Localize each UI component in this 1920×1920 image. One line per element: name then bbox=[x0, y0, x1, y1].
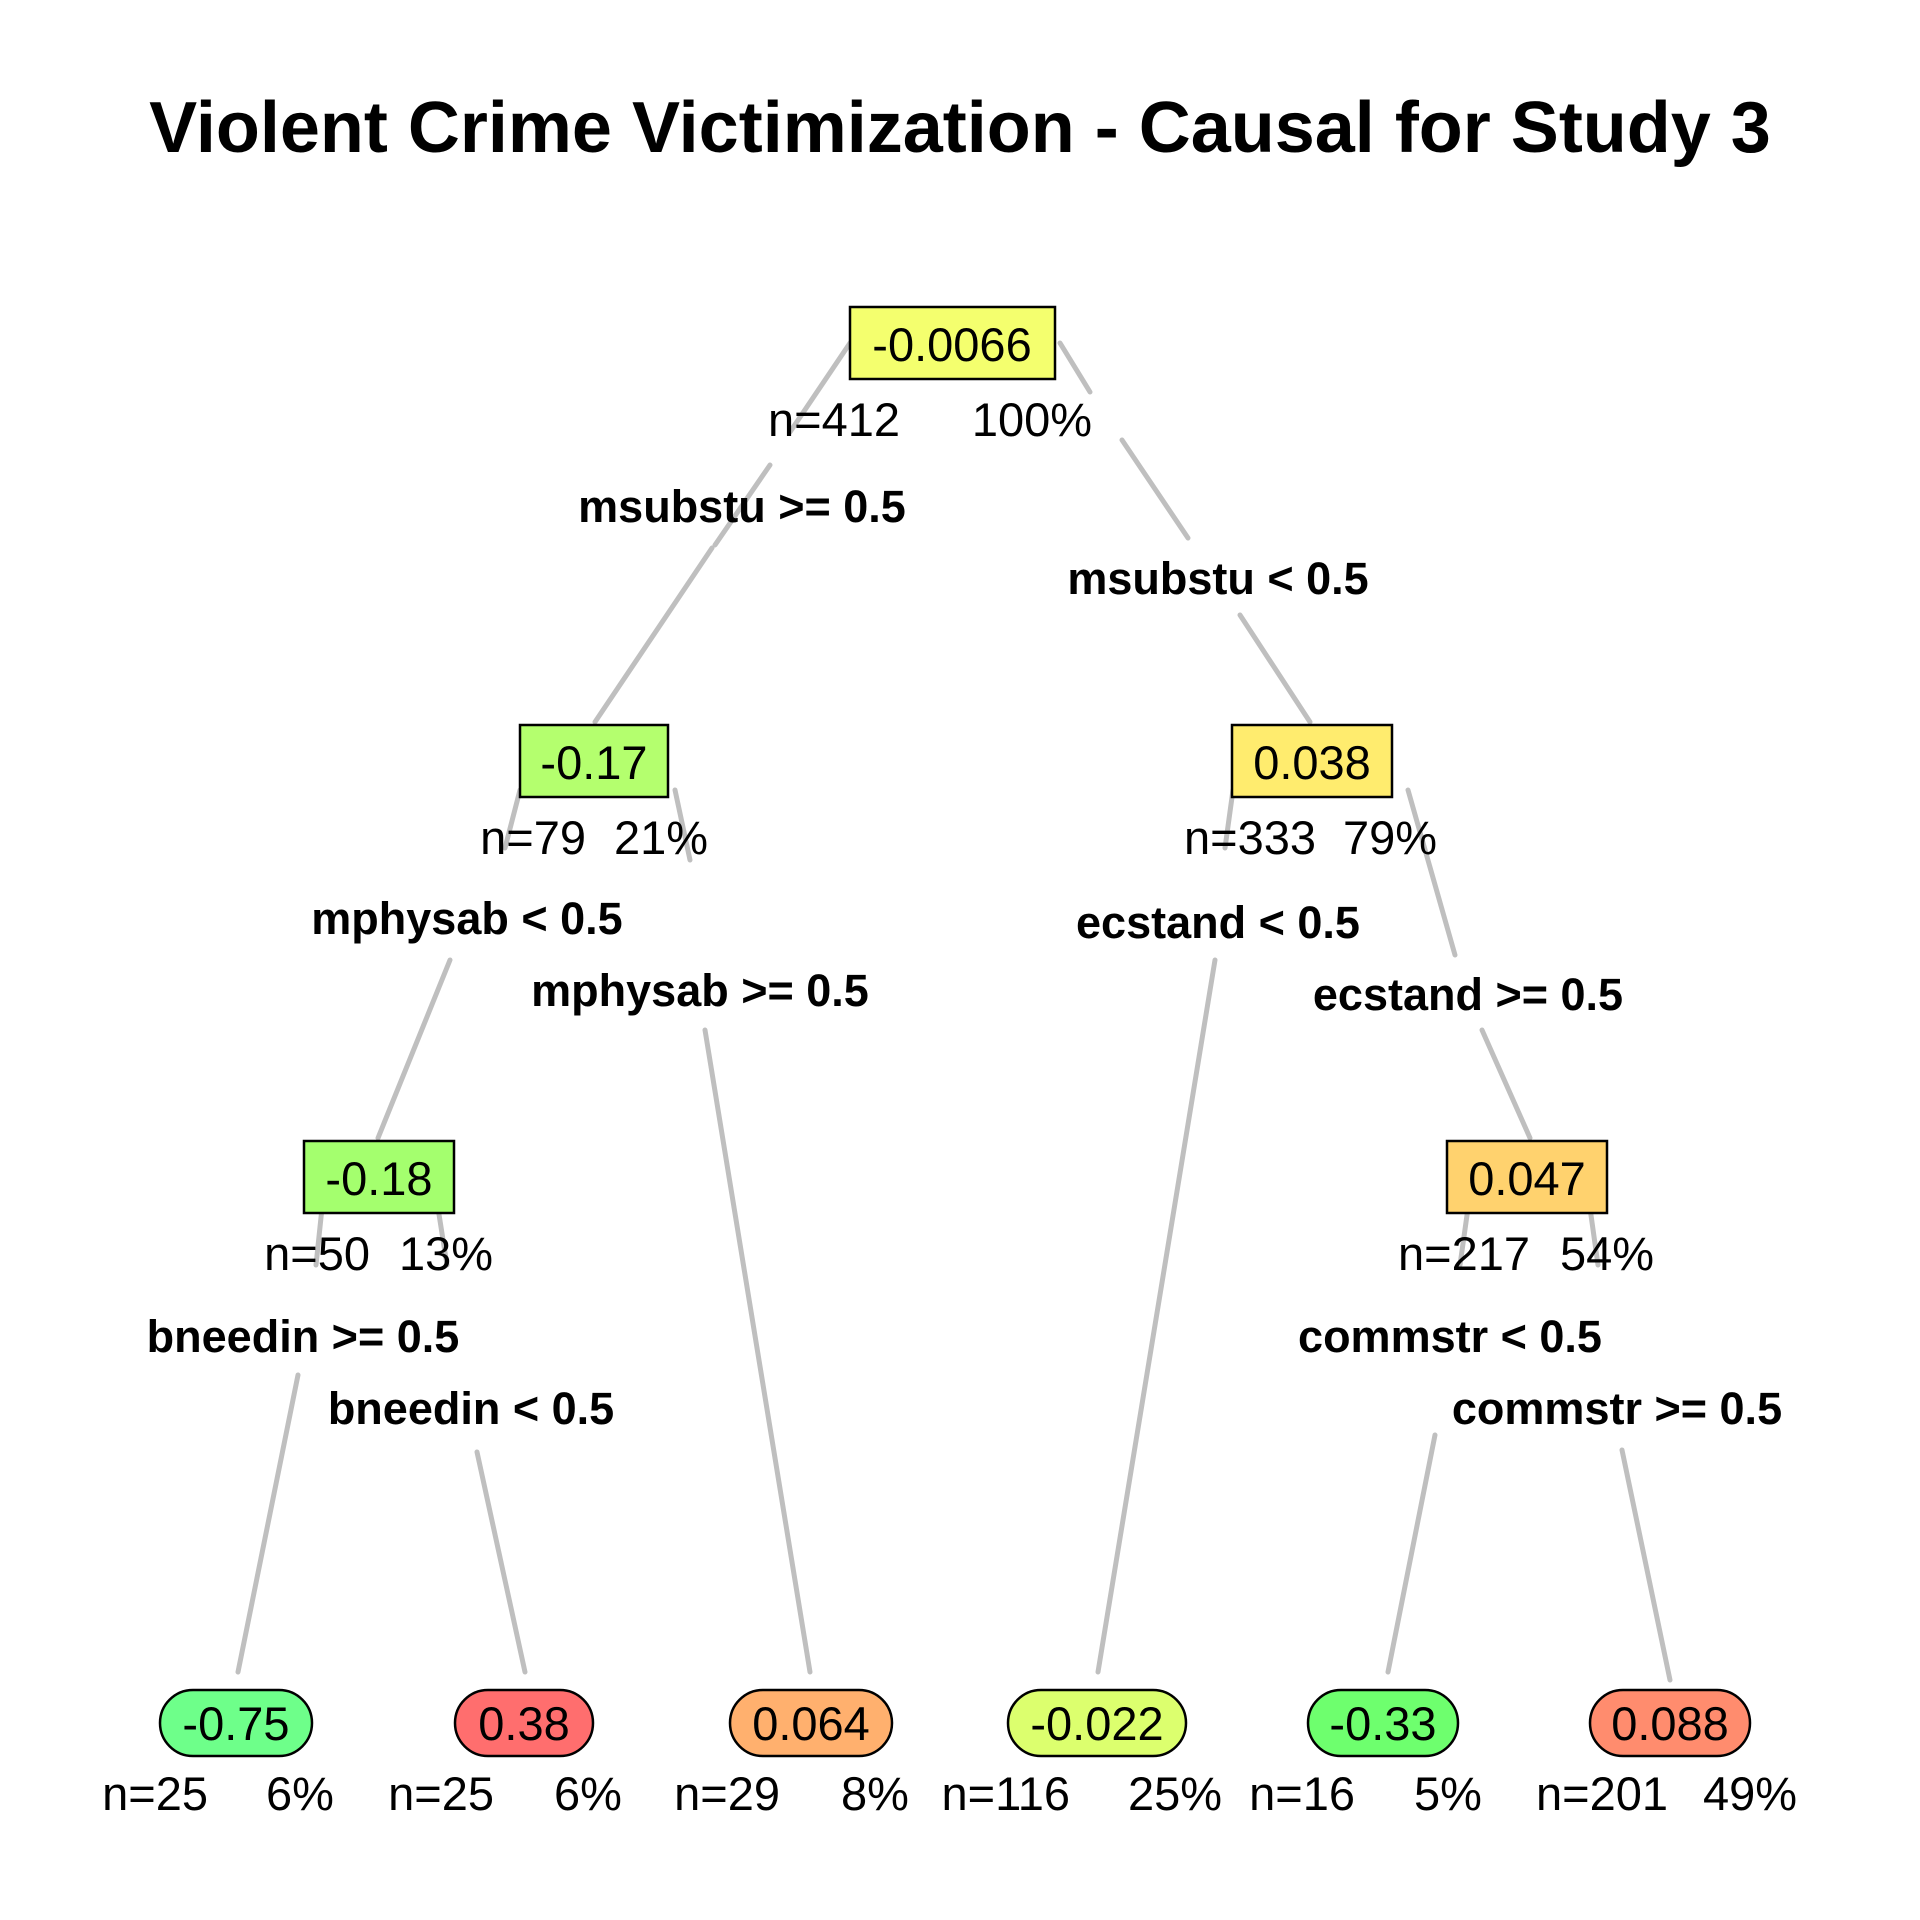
tree-node-3: 0.038 n=333 79% bbox=[1184, 723, 1437, 864]
split-label-n4-right: bneedin < 0.5 bbox=[328, 1383, 614, 1434]
leaf-value: -0.022 bbox=[1030, 1697, 1163, 1750]
leaf-percent: 8% bbox=[841, 1767, 909, 1820]
tree-edges bbox=[235, 340, 1673, 1683]
edge-n3-n7 bbox=[1405, 787, 1458, 958]
leaf-percent: 6% bbox=[554, 1767, 622, 1820]
node-value: -0.0066 bbox=[872, 318, 1031, 371]
node-value: -0.18 bbox=[325, 1152, 432, 1205]
split-label-n7-left: commstr < 0.5 bbox=[1298, 1311, 1602, 1362]
split-label-n4-left: bneedin >= 0.5 bbox=[147, 1311, 460, 1362]
edge-n4-leaf1 bbox=[313, 1205, 325, 1268]
node-percent: 54% bbox=[1560, 1227, 1654, 1280]
leaf-percent: 5% bbox=[1414, 1767, 1482, 1820]
node-box bbox=[1445, 1139, 1609, 1215]
node-percent: 79% bbox=[1343, 811, 1437, 864]
split-label-n3-left: ecstand < 0.5 bbox=[1076, 897, 1360, 948]
node-box bbox=[848, 305, 1057, 381]
tree-leaf-3: 0.064 n=29 8% bbox=[674, 1688, 909, 1820]
edge-n2-leaf3 bbox=[702, 1027, 813, 1675]
edge-n4-leaf2 bbox=[435, 1205, 450, 1268]
split-label-root-left: msubstu >= 0.5 bbox=[578, 481, 906, 532]
edge-n7-leaf5 bbox=[1457, 1205, 1471, 1268]
edge-n4-leaf1 bbox=[235, 1372, 301, 1675]
leaf-count: n=201 bbox=[1536, 1767, 1668, 1820]
node-percent: 100% bbox=[972, 393, 1092, 446]
leaf-percent: 25% bbox=[1128, 1767, 1222, 1820]
split-labels: msubstu >= 0.5 msubstu < 0.5 mphysab < 0… bbox=[147, 481, 1782, 1434]
node-value: 0.047 bbox=[1468, 1152, 1586, 1205]
tree-leaf-6: 0.088 n=201 49% bbox=[1536, 1688, 1797, 1820]
leaf-value: 0.064 bbox=[752, 1697, 870, 1750]
edge-n3-leaf4 bbox=[1095, 957, 1218, 1675]
split-label-root-right: msubstu < 0.5 bbox=[1067, 553, 1368, 604]
node-value: -0.17 bbox=[540, 736, 647, 789]
leaf-count: n=25 bbox=[102, 1767, 208, 1820]
tree-leaf-4: -0.022 n=116 25% bbox=[941, 1688, 1222, 1820]
split-label-n7-right: commstr >= 0.5 bbox=[1452, 1383, 1782, 1434]
edge-n2-leaf3 bbox=[672, 787, 693, 863]
node-percent: 13% bbox=[399, 1227, 493, 1280]
leaf-count: n=25 bbox=[388, 1767, 494, 1820]
edge-root-n2 bbox=[787, 340, 853, 435]
split-label-n2-left: mphysab < 0.5 bbox=[311, 893, 622, 944]
leaf-value: 0.088 bbox=[1611, 1697, 1729, 1750]
node-count: n=333 bbox=[1184, 811, 1316, 864]
tree-leaf-1: -0.75 n=25 6% bbox=[102, 1688, 334, 1820]
node-value: 0.038 bbox=[1253, 736, 1371, 789]
edge-root-n2 bbox=[712, 462, 773, 548]
edge-root-n2 bbox=[592, 545, 715, 725]
node-percent: 21% bbox=[614, 811, 708, 864]
leaf-count: n=116 bbox=[941, 1767, 1070, 1820]
edge-n2-n4 bbox=[375, 957, 453, 1141]
leaf-box bbox=[1588, 1688, 1752, 1758]
leaf-box bbox=[1306, 1688, 1460, 1758]
leaf-box bbox=[1006, 1688, 1188, 1758]
tree-leaf-5: -0.33 n=16 5% bbox=[1249, 1688, 1482, 1820]
edge-n2-n4 bbox=[502, 787, 523, 851]
edge-n7-leaf6 bbox=[1619, 1447, 1673, 1683]
leaf-value: 0.38 bbox=[478, 1697, 569, 1750]
leaf-percent: 6% bbox=[266, 1767, 334, 1820]
leaf-box bbox=[453, 1688, 595, 1758]
tree-node-root: -0.0066 n=412 100% bbox=[768, 305, 1092, 446]
edge-n4-leaf2 bbox=[474, 1449, 528, 1675]
node-box bbox=[1230, 723, 1394, 799]
node-count: n=412 bbox=[768, 393, 900, 446]
edge-root-n3 bbox=[1057, 340, 1093, 395]
leaf-count: n=16 bbox=[1249, 1767, 1355, 1820]
node-box bbox=[302, 1139, 456, 1215]
tree-node-7: 0.047 n=217 54% bbox=[1398, 1139, 1654, 1280]
diagram-title: Violent Crime Victimization - Causal for… bbox=[149, 88, 1771, 168]
split-label-n2-right: mphysab >= 0.5 bbox=[531, 965, 869, 1016]
edge-n3-n7 bbox=[1479, 1027, 1533, 1141]
edge-n7-leaf6 bbox=[1587, 1205, 1601, 1268]
node-count: n=217 bbox=[1398, 1227, 1530, 1280]
leaf-percent: 49% bbox=[1703, 1767, 1797, 1820]
split-label-n3-right: ecstand >= 0.5 bbox=[1313, 969, 1623, 1020]
leaf-value: -0.75 bbox=[182, 1697, 289, 1750]
node-box bbox=[518, 723, 670, 799]
node-count: n=50 bbox=[264, 1227, 370, 1280]
tree-leaf-2: 0.38 n=25 6% bbox=[388, 1688, 622, 1820]
leaf-count: n=29 bbox=[674, 1767, 780, 1820]
tree-node-4: -0.18 n=50 13% bbox=[264, 1139, 493, 1280]
edge-n7-leaf5 bbox=[1385, 1432, 1438, 1675]
edge-root-n3 bbox=[1119, 437, 1191, 541]
leaf-value: -0.33 bbox=[1329, 1697, 1436, 1750]
edge-root-n3 bbox=[1237, 612, 1313, 725]
leaf-box bbox=[728, 1688, 894, 1758]
edge-n3-leaf4 bbox=[1222, 787, 1236, 851]
leaf-box bbox=[158, 1688, 314, 1758]
tree-node-2: -0.17 n=79 21% bbox=[480, 723, 708, 864]
node-count: n=79 bbox=[480, 811, 586, 864]
